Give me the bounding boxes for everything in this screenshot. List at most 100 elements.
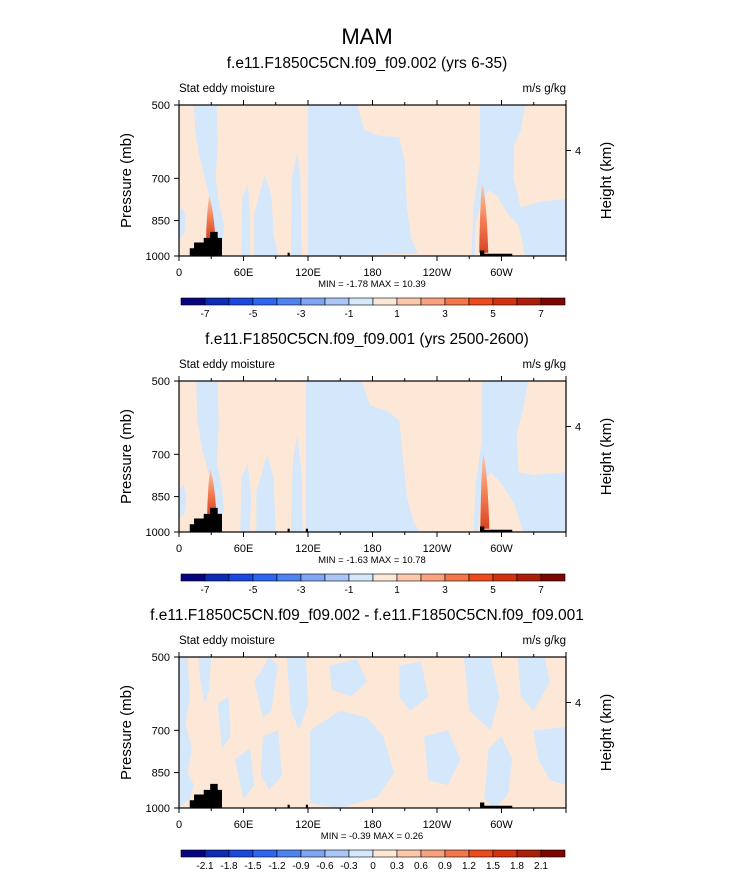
panel-title: f.e11.F1850C5CN.f09_f09.002 - f.e11.F185…: [150, 607, 584, 624]
colorbar-box: [348, 573, 374, 582]
negative-region: [308, 105, 418, 256]
x-tick-label: 60E: [234, 267, 254, 279]
colorbar-box: [300, 573, 326, 582]
negative-region: [217, 696, 231, 749]
contour-field: [179, 105, 566, 256]
negative-region: [473, 381, 566, 532]
orography-mask: [480, 526, 513, 532]
colorbar-label: -5: [249, 585, 258, 596]
orography-mask: [305, 804, 308, 808]
colorbar-box: [204, 297, 230, 306]
x-tick-label: 120E: [295, 819, 321, 831]
negative-region: [310, 710, 394, 808]
negative-region: [424, 730, 461, 786]
colorbar-box: [372, 297, 398, 306]
contour-field: [179, 381, 566, 532]
colorbar-box: [348, 849, 374, 858]
negative-region: [241, 184, 250, 256]
colorbar-label: -7: [201, 585, 210, 596]
x-tick-label: 0: [176, 267, 182, 279]
colorbar-box: [540, 573, 566, 582]
negative-region: [484, 736, 513, 808]
negative-region: [286, 657, 308, 731]
colorbar-box: [492, 573, 518, 582]
colorbar-label: -7: [201, 309, 210, 320]
colorbar-box: [324, 297, 350, 306]
colorbar-label: 7: [538, 309, 544, 320]
y-tick-label: 1000: [146, 803, 170, 815]
x-tick-label: 120E: [295, 267, 321, 279]
negative-region: [179, 207, 186, 241]
y-axis-label: Pressure (mb): [118, 133, 135, 228]
y-tick-label: 700: [152, 725, 170, 737]
colorbar-box: [180, 297, 206, 306]
negative-region: [240, 463, 252, 532]
colorbar-box: [420, 849, 446, 858]
panel-1: f.e11.F1850C5CN.f09_f09.002 (yrs 6-35) St…: [118, 55, 615, 320]
colorbar-label: 5: [490, 585, 496, 596]
orography-mask: [189, 783, 222, 808]
right-axis-label: Height (km): [598, 142, 615, 220]
colorbar-box: [348, 297, 374, 306]
colorbar-box: [372, 849, 398, 858]
colorbar-box: [300, 297, 326, 306]
y-tick-label: 700: [152, 173, 170, 185]
colorbar-box: [228, 573, 254, 582]
negative-region: [471, 105, 566, 256]
negative-region: [517, 657, 550, 711]
negative-region: [254, 657, 278, 718]
min-max-label: MIN = -1.78 MAX = 10.39: [318, 279, 426, 290]
colorbar-box: [516, 849, 542, 858]
negative-region: [179, 483, 187, 519]
negative-region: [533, 727, 566, 786]
x-tick-label: 120W: [423, 819, 452, 831]
y-tick-label: 850: [152, 768, 170, 780]
colorbar-box: [540, 297, 566, 306]
y-tick-label: 1000: [146, 251, 170, 263]
orography-mask: [305, 528, 308, 532]
main-title: MAM: [341, 24, 392, 49]
right-y-tick-label: 4: [575, 145, 581, 157]
colorbar-box: [324, 573, 350, 582]
left-string: Stat eddy moisture: [179, 359, 275, 371]
negative-region: [256, 454, 276, 532]
orography-mask: [189, 231, 222, 256]
negative-region: [179, 657, 195, 808]
negative-region: [399, 661, 429, 711]
colorbar-label: 7: [538, 585, 544, 596]
colorbar-box: [516, 297, 542, 306]
min-max-label: MIN = -1.63 MAX = 10.78: [318, 555, 426, 566]
colorbar-box: [204, 573, 230, 582]
colorbar-box: [300, 849, 326, 858]
right-string: m/s g/kg: [523, 359, 566, 371]
colorbar-box: [252, 573, 278, 582]
right-string: m/s g/kg: [523, 635, 566, 647]
colorbar: -7 -5 -3 -1 1 3 5 7: [180, 573, 566, 596]
colorbar-label: -1: [345, 585, 354, 596]
colorbar-label: 1: [394, 309, 400, 320]
colorbar-box: [492, 849, 518, 858]
colorbar-label: -0.6: [316, 861, 334, 872]
colorbar-box: [276, 573, 302, 582]
colorbar-box: [372, 573, 398, 582]
negative-region: [194, 105, 225, 248]
moisture-maximum: [206, 196, 216, 238]
colorbar-box: [492, 297, 518, 306]
y-axis-label: Pressure (mb): [118, 409, 135, 504]
colorbar-label: 5: [490, 309, 496, 320]
y-tick-label: 700: [152, 449, 170, 461]
moisture-maximum: [207, 469, 217, 514]
y-tick-label: 500: [152, 652, 170, 664]
y-tick-label: 500: [152, 100, 170, 112]
colorbar-label: -1: [345, 309, 354, 320]
colorbar-box: [228, 849, 254, 858]
colorbar-box: [396, 573, 422, 582]
colorbar-box: [276, 297, 302, 306]
colorbar-label: -1.8: [220, 861, 238, 872]
colorbar-box: [420, 573, 446, 582]
orography-mask: [480, 250, 513, 256]
negative-region: [305, 381, 420, 532]
x-tick-label: 120E: [295, 543, 321, 555]
left-string: Stat eddy moisture: [179, 83, 275, 95]
